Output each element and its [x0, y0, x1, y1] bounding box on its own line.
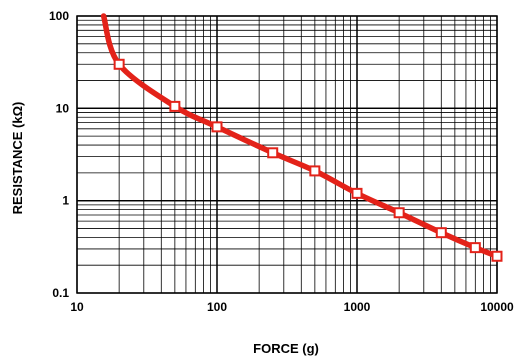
data-point-marker: [309, 165, 321, 177]
y-tick-label: 0.1: [52, 286, 69, 300]
x-tick-label: 1000: [344, 300, 371, 314]
data-point-marker: [113, 58, 125, 70]
data-point-marker: [469, 242, 481, 254]
data-point-marker: [169, 100, 181, 112]
x-tick-labels: 10 100 1000 10000: [70, 300, 514, 314]
data-point-marker: [435, 227, 447, 239]
data-point-marker: [491, 250, 503, 262]
y-tick-label: 10: [56, 101, 70, 115]
x-axis-label: FORCE (g): [253, 341, 319, 356]
series-layer: [100, 13, 503, 262]
data-point-marker: [211, 121, 223, 133]
y-tick-label: 100: [49, 9, 69, 23]
data-point-marker: [393, 207, 405, 219]
grid: [76, 15, 498, 294]
y-tick-labels: 0.1 1 10 100: [49, 9, 69, 300]
plot-frame: [76, 15, 498, 294]
x-tick-label: 10000: [480, 300, 514, 314]
x-tick-label: 10: [70, 300, 84, 314]
data-point-marker: [267, 147, 279, 159]
y-axis-label: RESISTANCE (kΩ): [10, 102, 25, 215]
data-point-marker: [351, 187, 363, 199]
x-tick-label: 100: [207, 300, 227, 314]
y-tick-label: 1: [62, 194, 69, 208]
